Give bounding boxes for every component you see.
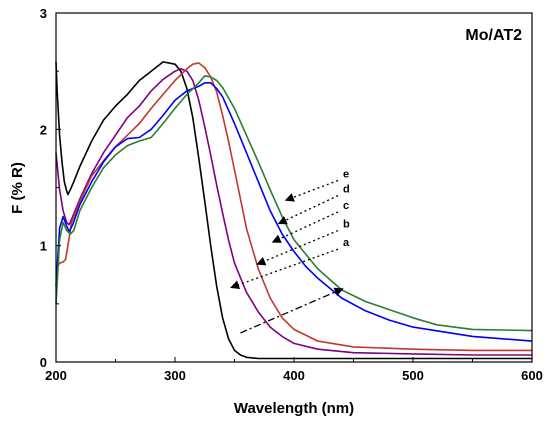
x-tick-label: 200 — [45, 368, 67, 383]
series-line-4 — [55, 82, 533, 342]
annotation-label-b: b — [343, 219, 350, 231]
y-tick-label: 1 — [40, 239, 47, 254]
x-axis-title: Wavelength (nm) — [234, 400, 354, 417]
y-tick-label: 0 — [40, 355, 47, 370]
y-tick-label: 2 — [40, 122, 47, 137]
series-line-1 — [55, 61, 532, 360]
annotation-arrow-b — [256, 229, 339, 266]
annotation-label-c: c — [343, 200, 349, 212]
annotation-label-a: a — [343, 237, 350, 249]
annotation-arrow-c — [271, 211, 339, 243]
series-line-5 — [55, 75, 533, 332]
chart-title: Mo/AT2 — [465, 27, 522, 44]
y-axis-title: F (% R) — [9, 162, 26, 214]
series-line-3 — [55, 62, 532, 352]
x-tick-label: 500 — [402, 368, 424, 383]
plot-frame — [55, 12, 533, 363]
y-tick-label: 3 — [40, 6, 47, 21]
annotation-arrow-a — [230, 248, 339, 290]
annotation-label-e: e — [343, 169, 349, 181]
annotation-label-d: d — [343, 184, 350, 196]
annotation-arrow-d — [277, 195, 339, 225]
annotation-arrow-trend — [240, 287, 344, 334]
x-tick-label: 300 — [164, 368, 186, 383]
x-tick-label: 400 — [283, 368, 305, 383]
annotation-arrow-e — [284, 179, 339, 202]
series-line-2 — [55, 68, 532, 356]
x-tick-label: 600 — [521, 368, 543, 383]
